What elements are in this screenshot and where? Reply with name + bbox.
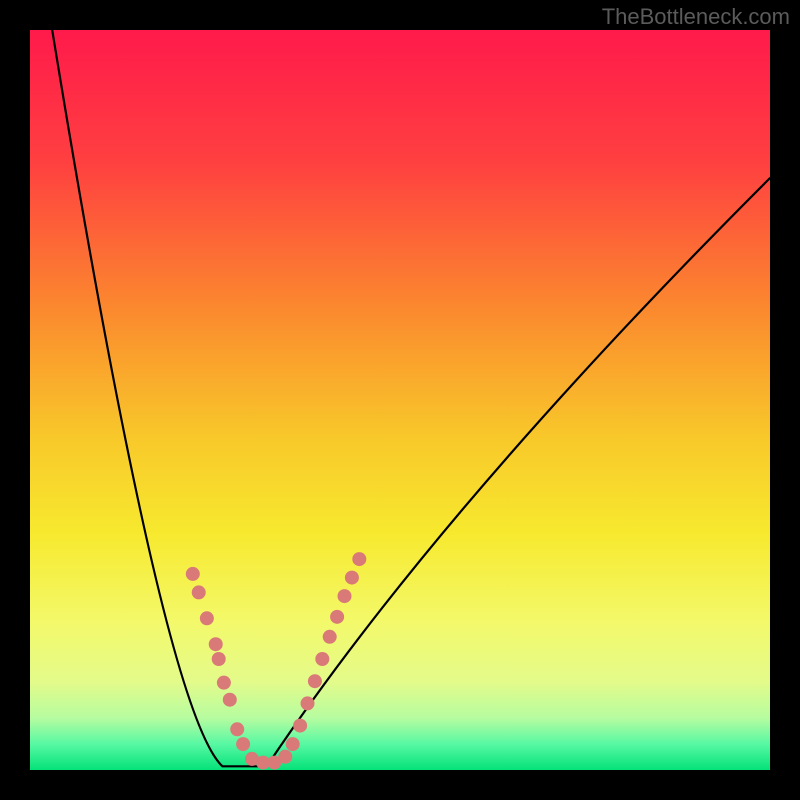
data-marker — [345, 571, 359, 585]
data-marker — [323, 630, 337, 644]
data-marker — [200, 611, 214, 625]
chart-container: TheBottleneck.com — [0, 0, 800, 800]
data-marker — [236, 737, 250, 751]
data-marker — [338, 589, 352, 603]
data-marker — [286, 737, 300, 751]
data-marker — [293, 719, 307, 733]
data-marker — [186, 567, 200, 581]
data-marker — [230, 722, 244, 736]
data-marker — [352, 552, 366, 566]
data-marker — [278, 750, 292, 764]
data-marker — [223, 693, 237, 707]
data-marker — [315, 652, 329, 666]
watermark-text: TheBottleneck.com — [602, 4, 790, 30]
chart-svg — [0, 0, 800, 800]
data-marker — [330, 610, 344, 624]
data-marker — [212, 652, 226, 666]
data-marker — [301, 696, 315, 710]
data-marker — [308, 674, 322, 688]
data-marker — [192, 585, 206, 599]
data-marker — [209, 637, 223, 651]
data-marker — [217, 676, 231, 690]
plot-background — [30, 30, 770, 770]
